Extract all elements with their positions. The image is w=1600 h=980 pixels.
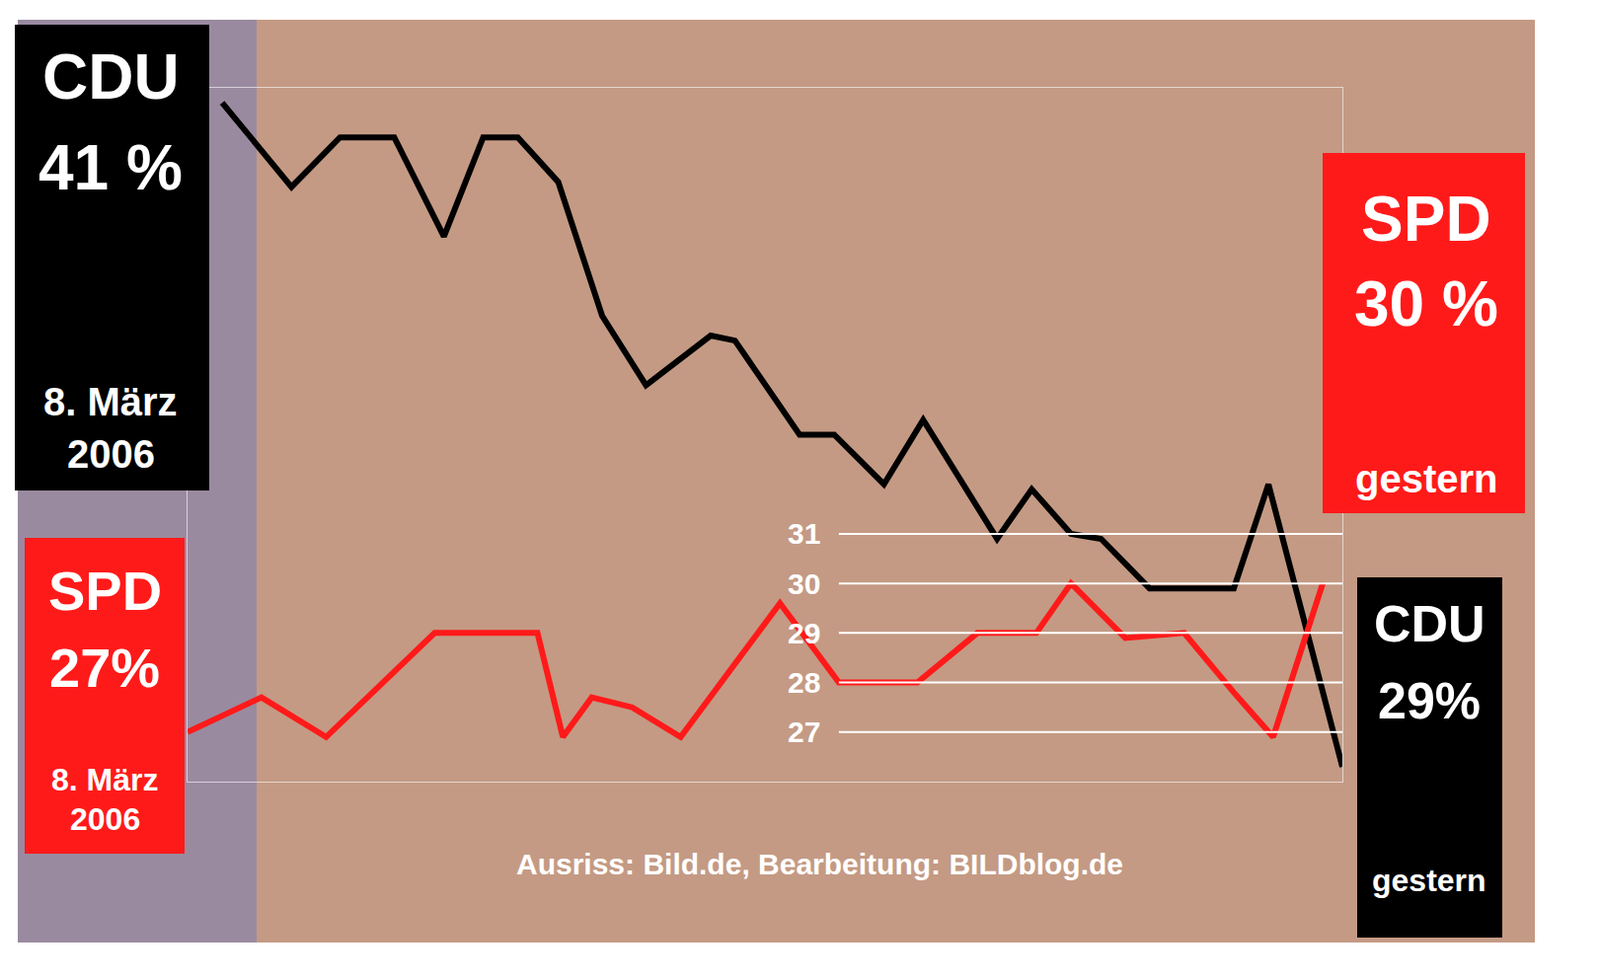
svg-text:41 %: 41 % xyxy=(38,132,183,204)
svg-text:30 %: 30 % xyxy=(1354,268,1499,340)
svg-text:SPD: SPD xyxy=(48,559,162,622)
svg-text:2006: 2006 xyxy=(67,432,155,476)
svg-text:29: 29 xyxy=(787,616,821,650)
svg-text:8. März: 8. März xyxy=(51,761,158,798)
svg-text:30: 30 xyxy=(787,567,821,601)
svg-text:gestern: gestern xyxy=(1371,862,1487,899)
svg-text:31: 31 xyxy=(787,517,821,550)
svg-text:SPD: SPD xyxy=(1361,183,1492,255)
svg-text:CDU: CDU xyxy=(42,41,180,113)
svg-text:gestern: gestern xyxy=(1355,457,1499,501)
svg-text:CDU: CDU xyxy=(1373,595,1486,653)
svg-text:27%: 27% xyxy=(49,636,160,699)
svg-text:Ausriss: Bild.de, Bearbeitung:: Ausriss: Bild.de, Bearbeitung: BILDblog.… xyxy=(516,847,1124,881)
svg-text:29%: 29% xyxy=(1377,672,1481,730)
svg-text:28: 28 xyxy=(787,666,821,699)
svg-text:27: 27 xyxy=(787,715,821,749)
svg-text:8. März: 8. März xyxy=(43,380,178,424)
svg-text:2006: 2006 xyxy=(70,801,141,838)
